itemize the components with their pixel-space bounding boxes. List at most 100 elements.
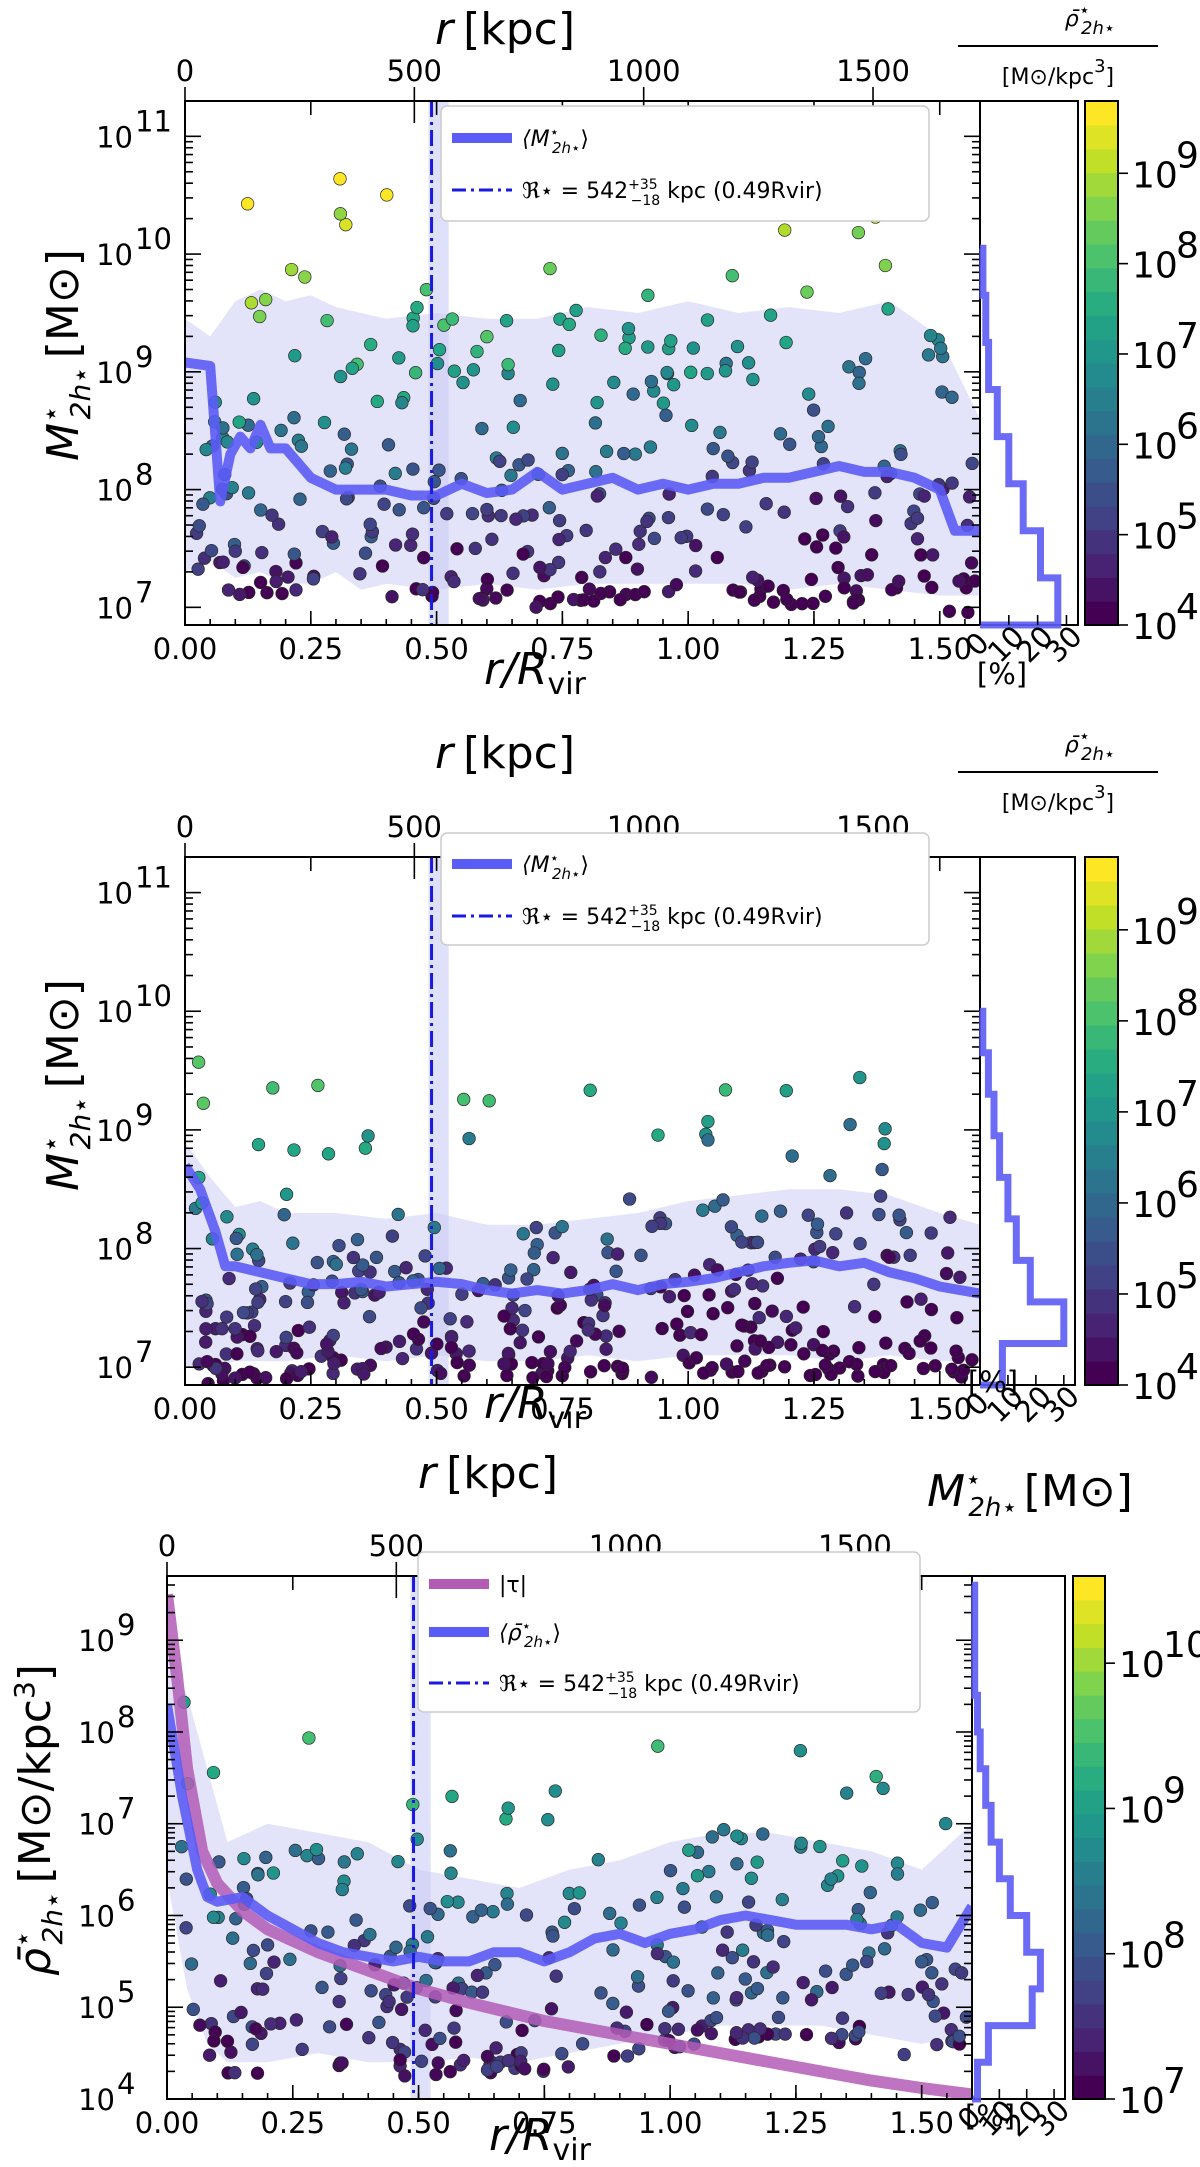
data-point [449, 2035, 463, 2049]
data-point [651, 1739, 665, 1753]
data-point [739, 520, 753, 534]
data-point [690, 2023, 705, 2037]
data-point [928, 1359, 942, 1373]
colorbar-tick-exponent: 9 [1163, 1770, 1186, 1811]
data-point [271, 517, 286, 531]
data-point [489, 2041, 503, 2055]
colorbar-segment [1085, 339, 1118, 364]
data-point [309, 1842, 324, 1857]
colorbar-segment [1073, 1671, 1105, 1696]
data-point [562, 317, 576, 332]
data-point [706, 1307, 720, 1321]
data-point [815, 1343, 830, 1358]
histogram-steps [979, 1007, 1068, 1389]
data-point [852, 2025, 866, 2039]
data-point [890, 1867, 905, 1881]
colorbar-frame [1084, 100, 1119, 626]
data-point [392, 1334, 407, 1349]
data-point [928, 2009, 942, 2023]
data-point [255, 545, 269, 560]
data-point [447, 364, 461, 378]
data-point [306, 572, 321, 586]
data-point [327, 1356, 341, 1371]
data-point [923, 328, 938, 343]
data-point [869, 513, 883, 528]
data-point [375, 559, 390, 573]
data-point [746, 1955, 761, 1969]
data-point [607, 2049, 621, 2063]
data-point [291, 1323, 305, 1338]
hist-tick-label: 30 [1036, 1379, 1086, 1429]
data-point [842, 1355, 857, 1369]
data-point [443, 1312, 457, 1326]
data-point [747, 2031, 762, 2045]
data-point [618, 341, 632, 355]
colorbar-segment [1085, 315, 1118, 340]
data-point [395, 1351, 410, 1366]
data-point [709, 1890, 724, 1904]
data-point [539, 1369, 554, 1384]
svg-text:ρ̄⋆2h⋆: ρ̄⋆ 2h⋆ [1065, 726, 1115, 765]
data-point [221, 583, 236, 597]
colorbar-segment [1085, 458, 1118, 483]
data-point [480, 572, 495, 587]
colorbar-segment [1073, 1813, 1105, 1839]
data-point [284, 262, 299, 277]
colorbar-segment [1073, 1742, 1105, 1767]
colorbar-tick-exponent: 4 [1176, 587, 1199, 628]
x-top-tick-label: 1500 [836, 54, 910, 88]
data-point [480, 502, 494, 517]
data-point [269, 574, 283, 589]
data-point [186, 2002, 200, 2017]
data-point [294, 1364, 308, 1379]
legend-tau-label: |τ| [499, 1573, 527, 1598]
data-point [349, 1913, 363, 1927]
data-point [852, 1341, 866, 1355]
colorbar-segment [1073, 1766, 1105, 1791]
data-point [868, 1364, 882, 1379]
data-point [925, 580, 939, 595]
data-point [321, 1925, 335, 1939]
colorbar-label: ρ̄⋆ 2h⋆ [M⊙/kpc3] [958, 0, 1158, 90]
data-point [853, 1236, 867, 1251]
data-point [669, 578, 684, 592]
data-point [603, 1906, 617, 1921]
data-point [720, 1925, 734, 1939]
data-point [427, 475, 441, 489]
colorbar-segment [1085, 601, 1118, 626]
data-point [801, 1208, 815, 1222]
data-point [555, 467, 569, 482]
data-point [240, 197, 255, 211]
data-point [632, 537, 646, 551]
mean-line [167, 1703, 972, 1967]
data-point [361, 1129, 375, 1143]
data-point [462, 1131, 476, 1146]
data-point [925, 1895, 939, 1910]
legend-radius-label: ℜ⋆ = 542+35 −18 kpc (0.49Rvir) [522, 177, 823, 209]
data-point [694, 1327, 708, 1342]
data-point [457, 1092, 471, 1107]
data-point [563, 1344, 577, 1359]
data-point [730, 1339, 744, 1353]
data-point [674, 531, 688, 545]
colorbar-segment [1085, 1025, 1118, 1050]
data-point [420, 1930, 435, 1944]
data-point [853, 1070, 867, 1085]
colorbar-segment [1073, 1932, 1105, 1957]
data-point [289, 2013, 304, 2027]
data-point [388, 538, 403, 552]
data-point [333, 207, 348, 221]
data-point [579, 523, 593, 538]
data-point [660, 365, 674, 380]
data-point [358, 1141, 373, 1155]
data-point [246, 392, 261, 406]
data-point [640, 2017, 654, 2032]
colorbar-segment [1073, 1599, 1105, 1625]
data-point [760, 1928, 775, 1942]
data-point [741, 356, 756, 370]
axes: 0.00 0.25 0.50 0.75 1.00 1.25 1.50 0 500 1000 1500… [96, 54, 981, 666]
data-point [816, 528, 830, 542]
data-point [370, 394, 384, 409]
colorbar-frame [1084, 856, 1119, 1386]
colorbar-tick-exponent: 9 [1176, 892, 1199, 933]
